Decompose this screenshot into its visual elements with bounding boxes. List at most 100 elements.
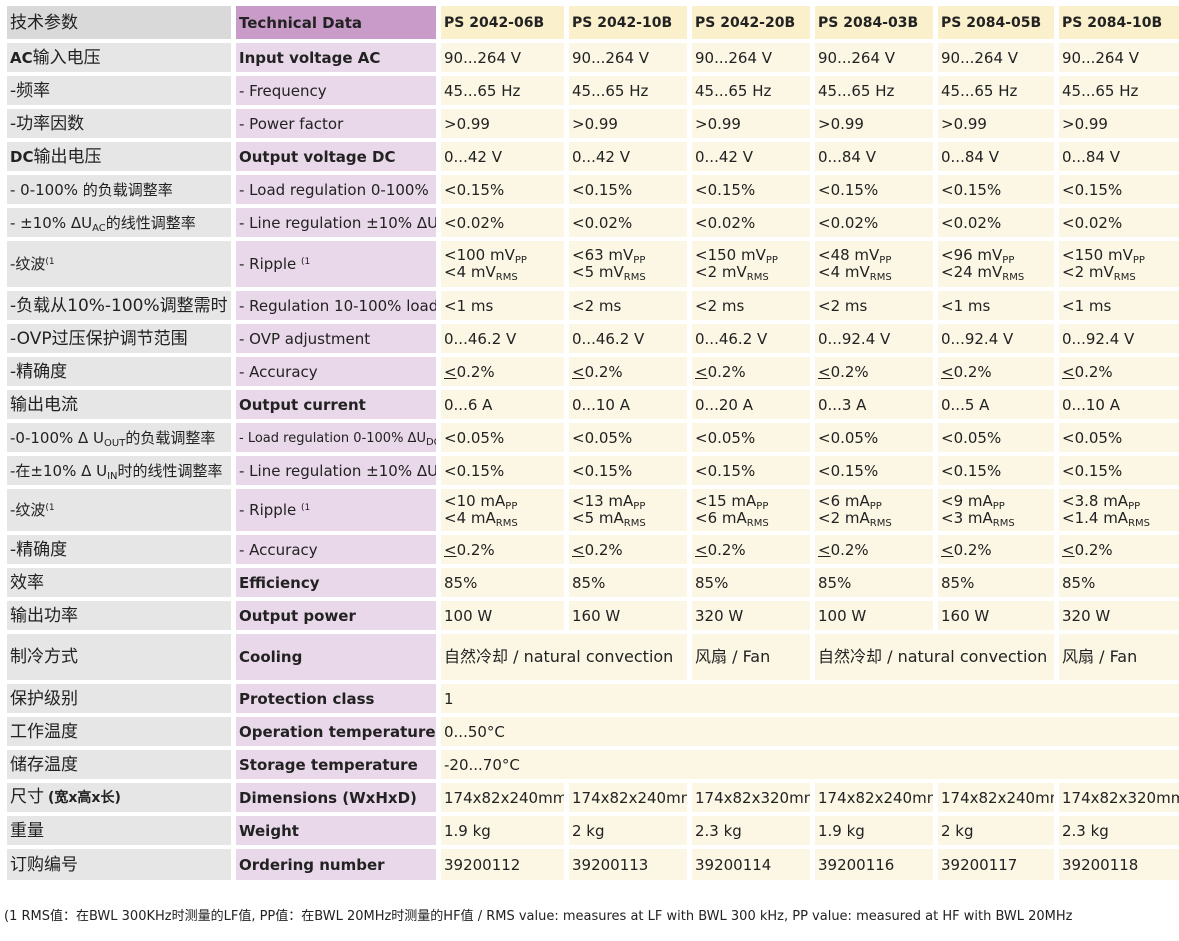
text: -纹波 — [10, 501, 46, 519]
subscript: PP — [879, 255, 892, 266]
label-cn: 重量 — [7, 816, 231, 845]
value-cell: 90...264 V — [569, 43, 687, 72]
text: - Load regulation 0-100% — [239, 180, 429, 199]
value-cell: 160 W — [938, 601, 1054, 630]
value-cell: <0.05% — [1059, 423, 1179, 452]
text: 90...264 V — [818, 48, 896, 67]
value-cell: 174x82x320mm — [1059, 783, 1179, 812]
text: 1.9 kg — [818, 821, 865, 840]
value-cell: 85% — [569, 568, 687, 597]
text: 输入电压 — [32, 47, 101, 68]
label-cn: -0-100% Δ UOUT的负载调整率 — [7, 423, 231, 452]
ripple-cell: <150 mVPP <2 mVRMS — [692, 241, 810, 287]
text: <9 mA — [941, 492, 993, 510]
row-ripple_i: -纹波(1- Ripple (1 <10 mAPP <4 mARMS <13 mAPP… — [7, 489, 1179, 531]
text: -0-100% Δ U — [10, 428, 105, 447]
text: 1 — [444, 689, 454, 708]
text: < — [1062, 362, 1075, 381]
label-en: Weight — [236, 816, 436, 845]
text: 0.2% — [584, 540, 623, 559]
text: <0.15% — [444, 180, 505, 199]
text: 45...65 Hz — [818, 81, 895, 100]
subscript: RMS — [746, 272, 769, 283]
text: -纹波 — [10, 255, 46, 273]
subscript: RMS — [1113, 272, 1136, 283]
value-cell: <0.15% — [1059, 456, 1179, 485]
value-cell-span: 0...50°C — [441, 717, 1179, 746]
value-cell: 0...46.2 V — [692, 324, 810, 353]
text: - ±10% ΔU — [10, 213, 93, 232]
ripple-rms: <5 mARMS — [572, 509, 684, 529]
value-cell: >0.99 — [815, 109, 933, 138]
value-cell: 90...264 V — [692, 43, 810, 72]
text: 1.9 kg — [444, 821, 491, 840]
value-cell: 90...264 V — [1059, 43, 1179, 72]
text: 0.2% — [456, 362, 495, 381]
text: <5 mA — [572, 509, 624, 527]
label-en: - Line regulation ±10% ΔUAC — [236, 208, 436, 237]
value-cell: 45...65 Hz — [441, 76, 564, 105]
ripple-cell: <63 mVPP <5 mVRMS — [569, 241, 687, 287]
text: <0.02% — [572, 213, 633, 232]
text: <0.15% — [444, 461, 505, 480]
row-load_reg_i: -0-100% Δ UOUT的负载调整率 - Load regulation 0-… — [7, 423, 1179, 452]
label-cn: 输出功率 — [7, 601, 231, 630]
label-en: - Ripple (1 — [236, 241, 436, 287]
value-cell: <2 ms — [569, 291, 687, 320]
text: <0.15% — [572, 180, 633, 199]
text: <3.8 mA — [1062, 492, 1129, 510]
ripple-cell: <150 mVPP <2 mVRMS — [1059, 241, 1179, 287]
row-dimensions: 尺寸 (宽x高x长) Dimensions (WxHxD) 174x82x240mm 1… — [7, 783, 1179, 812]
ripple-pp: <63 mVPP — [572, 247, 684, 266]
text: >0.99 — [444, 114, 490, 133]
text: <0.15% — [695, 461, 756, 480]
text: >0.99 — [572, 114, 618, 133]
text: 100 W — [818, 606, 867, 625]
label-en: Dimensions (WxHxD) — [236, 783, 436, 812]
subscript: RMS — [623, 272, 646, 283]
value-cell: <0.15% — [692, 456, 810, 485]
text: 320 W — [1062, 606, 1111, 625]
technical-data-table: 技术参数 Technical Data PS 2042-06B PS 2042-10B… — [2, 2, 1179, 884]
text: 0...92.4 V — [1062, 329, 1135, 348]
label-en: Output voltage DC — [236, 142, 436, 171]
label-cn: - ±10% ΔUAC的线性调整率 — [7, 208, 231, 237]
value-cell: <0.2% — [569, 535, 687, 564]
text: <2 ms — [818, 296, 868, 315]
label-en: - Load regulation 0-100% — [236, 175, 436, 204]
ripple-cell: <6 mAPP <2 mARMS — [815, 489, 933, 531]
text: < — [444, 540, 457, 559]
text: <13 mA — [572, 492, 634, 510]
text: - Ripple — [239, 501, 301, 519]
value-cell: 0...84 V — [1059, 142, 1179, 171]
value-cell: 0...84 V — [815, 142, 933, 171]
text: 储存温度 — [10, 754, 78, 775]
text: <0.05% — [818, 428, 879, 447]
value-cell: 39200116 — [815, 849, 933, 880]
label-en: Operation temperature — [236, 717, 436, 746]
text: - Power factor — [239, 114, 344, 133]
label-cn: -精确度 — [7, 535, 231, 564]
text: <0.15% — [818, 180, 879, 199]
label-cn: 效率 — [7, 568, 231, 597]
label-cn: 制冷方式 — [7, 634, 231, 680]
text: 85% — [818, 573, 852, 592]
value-cell: >0.99 — [938, 109, 1054, 138]
ripple-pp: <150 mVPP — [1062, 247, 1178, 266]
subscript: RMS — [623, 518, 646, 529]
text: Dimensions (WxHxD) — [239, 788, 417, 807]
text: Ordering number — [239, 855, 385, 874]
subscript: RMS — [869, 518, 892, 529]
text: <1.4 mA — [1062, 509, 1129, 527]
text: 90...264 V — [695, 48, 773, 67]
text: <1 ms — [941, 296, 991, 315]
text: 45...65 Hz — [1062, 81, 1139, 100]
value-cell: <0.15% — [938, 456, 1054, 485]
cooling-cell: 风扇 / Fan — [692, 634, 810, 680]
text: 时的线性调整率 — [117, 461, 223, 480]
text: 0...50°C — [444, 722, 505, 741]
value-cell: <0.02% — [441, 208, 564, 237]
model-header: PS 2042-06B — [441, 6, 564, 39]
superscript: (1 — [45, 257, 55, 267]
ripple-rms: <24 mVRMS — [941, 264, 1051, 283]
